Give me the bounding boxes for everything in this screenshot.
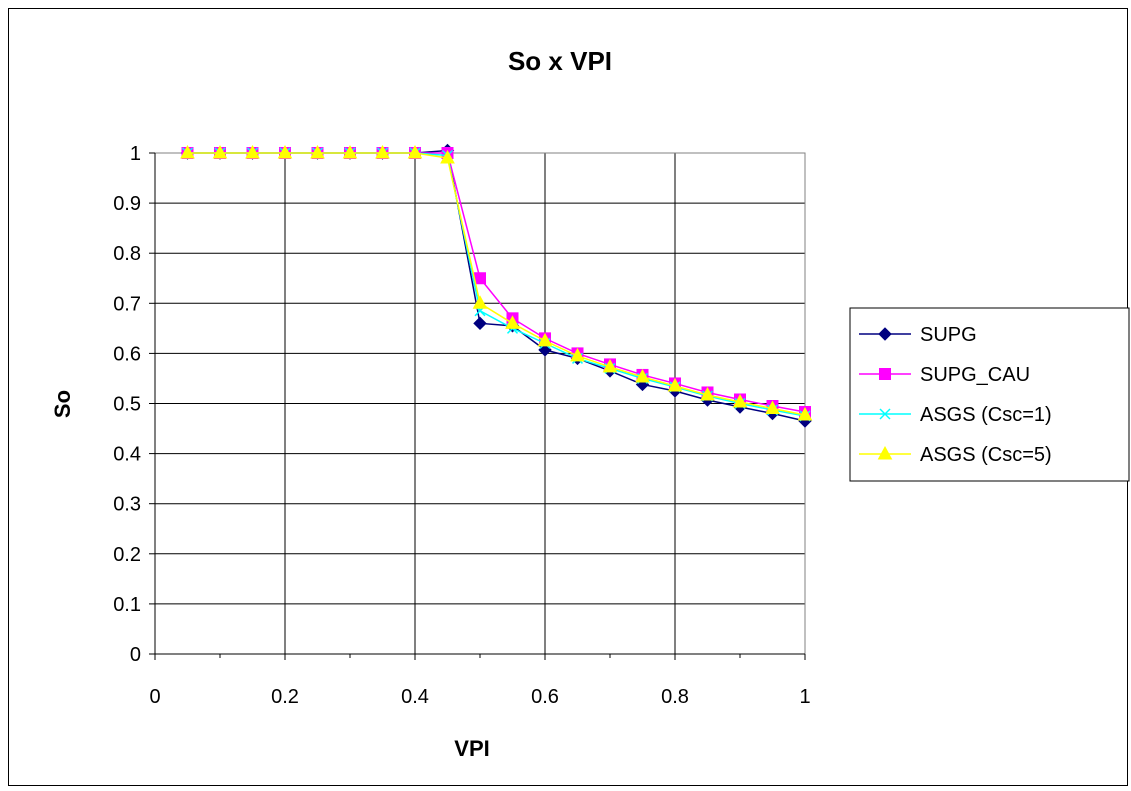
y-tick-label: 0.9 [113, 193, 141, 215]
data-point [505, 315, 520, 329]
legend-label: SUPG_CAU [920, 364, 1030, 386]
y-tick-label: 0.8 [113, 243, 141, 265]
data-point [473, 316, 487, 331]
legend-marker [879, 408, 891, 420]
data-point [277, 144, 293, 159]
legend-label: SUPG [920, 324, 977, 346]
legend-marker [877, 445, 893, 460]
data-point [180, 144, 195, 159]
legend-label: ASGS (Csc=5) [920, 444, 1052, 466]
data-point [537, 332, 553, 347]
y-tick-label: 0 [130, 644, 141, 666]
legend-label: ASGS (Csc=1) [920, 404, 1052, 426]
y-tick-label: 0.1 [113, 594, 141, 616]
data-point [310, 144, 325, 159]
series-4 [180, 144, 813, 421]
y-tick-label: 1 [130, 143, 141, 165]
data-point [602, 358, 618, 373]
data-point [245, 144, 260, 159]
series-line [187, 152, 806, 413]
series-1 [180, 143, 812, 428]
y-axis: 0 0.1 0.2 0.3 0.4 0.5 0.6 0.7 0.8 0.9 1 [113, 143, 156, 666]
y-axis-label: So [50, 390, 75, 418]
x-tick-label: 0.4 [401, 686, 429, 708]
legend-item: SUPG_CAU [859, 364, 1030, 386]
data-point [797, 406, 813, 421]
legend-item: ASGS (Csc=1) [859, 404, 1052, 426]
x-tick-label: 0.8 [661, 686, 689, 708]
y-tick-label: 0.5 [113, 394, 141, 416]
data-point [375, 144, 390, 159]
series-line [187, 152, 806, 417]
data-point [212, 144, 228, 159]
x-axis-label: VPI [454, 736, 489, 761]
y-tick-label: 0.6 [113, 343, 141, 365]
data-point [342, 144, 358, 159]
legend-marker [879, 368, 891, 380]
legend-item: SUPG [859, 324, 977, 346]
series-3 [181, 147, 811, 422]
data-point [570, 347, 585, 362]
data-point [732, 393, 748, 408]
series-2 [181, 147, 811, 419]
data-point [700, 386, 715, 401]
series-line [187, 152, 806, 416]
data-point [472, 295, 488, 309]
y-tick-label: 0.2 [113, 544, 141, 566]
x-tick-label: 1 [799, 686, 810, 708]
y-tick-label: 0.4 [113, 444, 141, 466]
data-point [635, 368, 650, 383]
data-point [474, 272, 486, 285]
y-tick-label: 0.3 [113, 494, 141, 516]
series-line [187, 149, 806, 422]
y-tick-label: 0.7 [113, 293, 141, 315]
chart-title: So x VPI [508, 46, 612, 76]
legend: SUPG SUPG_CAU ASGS (Csc=1) ASGS (Csc=5) [849, 307, 1130, 482]
x-tick-label: 0.6 [531, 686, 559, 708]
series-group [180, 143, 813, 428]
data-point [440, 149, 455, 164]
x-axis: 0 0.2 0.4 0.6 0.8 1 [149, 653, 811, 708]
legend-item: ASGS (Csc=5) [859, 444, 1052, 466]
data-point [667, 377, 683, 392]
x-tick-label: 0 [149, 686, 160, 708]
legend-box [849, 307, 1130, 482]
legend-marker [878, 327, 892, 341]
x-tick-label: 0.2 [271, 686, 299, 708]
data-point [407, 144, 423, 159]
data-point [765, 400, 780, 415]
